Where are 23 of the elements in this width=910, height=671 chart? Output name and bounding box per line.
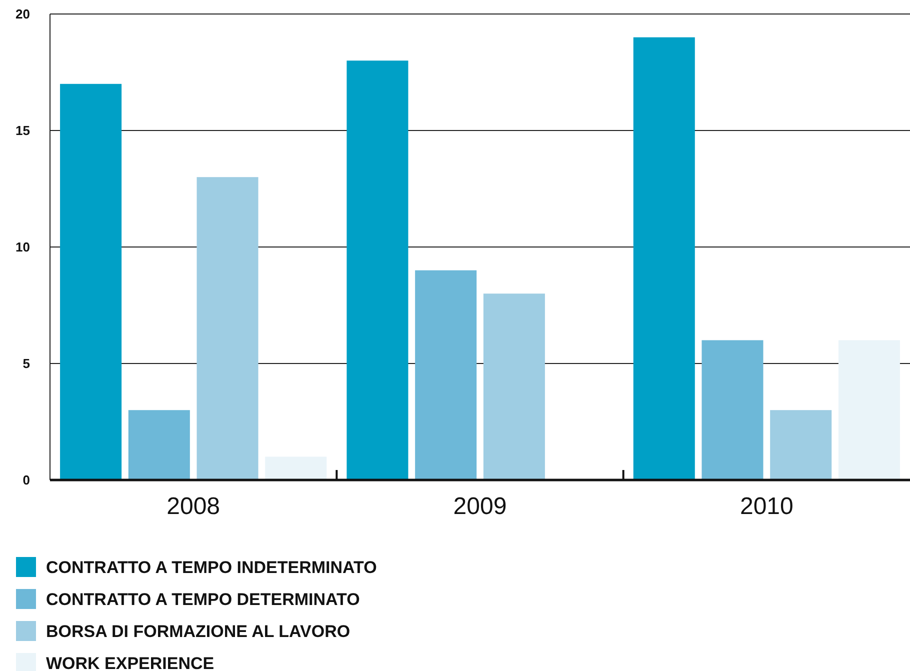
y-tick-label: 5 xyxy=(22,356,30,372)
bar xyxy=(770,410,832,480)
bar xyxy=(633,37,695,480)
y-tick-label: 10 xyxy=(16,240,30,255)
y-tick-label: 20 xyxy=(16,6,30,22)
bar xyxy=(483,294,545,480)
bar xyxy=(60,84,122,480)
bar xyxy=(838,340,900,480)
bar xyxy=(128,410,190,480)
x-tick-label: 2010 xyxy=(740,493,794,520)
legend-label: BORSA DI FORMAZIONE AL LAVORO xyxy=(46,622,350,641)
x-tick-label: 2009 xyxy=(453,493,507,520)
legend-label: CONTRATTO A TEMPO INDETERMINATO xyxy=(46,558,377,577)
bar xyxy=(415,270,477,480)
bar xyxy=(346,60,408,480)
bar xyxy=(196,177,258,480)
y-tick-label: 0 xyxy=(22,472,30,488)
bar xyxy=(702,340,764,480)
y-tick-label: 15 xyxy=(16,123,30,138)
bar xyxy=(265,456,327,480)
x-tick-label: 2008 xyxy=(166,493,220,520)
legend-label: WORK EXPERIENCE xyxy=(46,654,214,671)
legend-label: CONTRATTO A TEMPO DETERMINATO xyxy=(46,590,360,609)
